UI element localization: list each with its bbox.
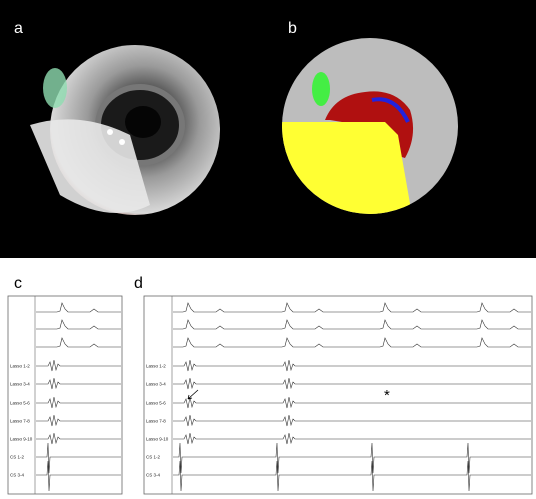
ecg-trace: [36, 414, 121, 427]
schematic: [282, 38, 458, 214]
channel-label: Lasso 5-6: [146, 401, 166, 406]
channel-label: CS 3-4: [10, 473, 25, 478]
channel-label: CS 3-4: [146, 473, 161, 478]
ecg-trace: [173, 319, 531, 330]
ecg-trace: [173, 396, 531, 409]
ecg-trace: [173, 302, 531, 313]
ecg-trace: [36, 337, 121, 348]
channel-label: Lasso 1-2: [10, 364, 30, 369]
channel-label: Lasso 9-10: [10, 437, 33, 442]
channel-label: Lasso 5-6: [10, 401, 30, 406]
ecg-trace: [173, 432, 531, 445]
arrow: [187, 389, 199, 400]
ecg-trace: [173, 337, 531, 348]
panel-label: c: [14, 275, 22, 292]
ecg-trace: [173, 460, 531, 492]
channel-label: Lasso 9-10: [146, 437, 169, 442]
channel-label: Lasso 1-2: [146, 364, 166, 369]
ecg-trace: [36, 396, 121, 409]
channel-label: Lasso 3-4: [10, 382, 30, 387]
ecg-trace: [36, 302, 121, 313]
panel-label: a: [14, 20, 23, 37]
channel-label: Lasso 7-8: [146, 419, 166, 424]
ecg-trace: [173, 377, 531, 390]
ecg-trace: [36, 359, 121, 372]
ecg-trace: [36, 432, 121, 445]
endoscope-image: [30, 45, 220, 215]
traces: Lasso 1-2 Lasso 1-2 Lasso 3-4 Lasso 3-4 Lass…: [10, 302, 531, 492]
ecg-trace: [36, 442, 121, 474]
ecg-trace: [173, 359, 531, 372]
channel-label: Lasso 3-4: [146, 382, 166, 387]
ecg-trace: [173, 442, 531, 474]
channel-label: CS 1-2: [10, 455, 25, 460]
panel-label: d: [134, 275, 143, 292]
ecg-trace: [36, 460, 121, 492]
channel-label: Lasso 7-8: [10, 419, 30, 424]
ecg-trace: [173, 414, 531, 427]
ecg-trace: [36, 377, 121, 390]
annotation: *: [384, 387, 390, 404]
ecg-trace: [36, 319, 121, 330]
panel-label: b: [288, 20, 297, 37]
channel-label: CS 1-2: [146, 455, 161, 460]
trace-box-d: [143, 295, 533, 495]
